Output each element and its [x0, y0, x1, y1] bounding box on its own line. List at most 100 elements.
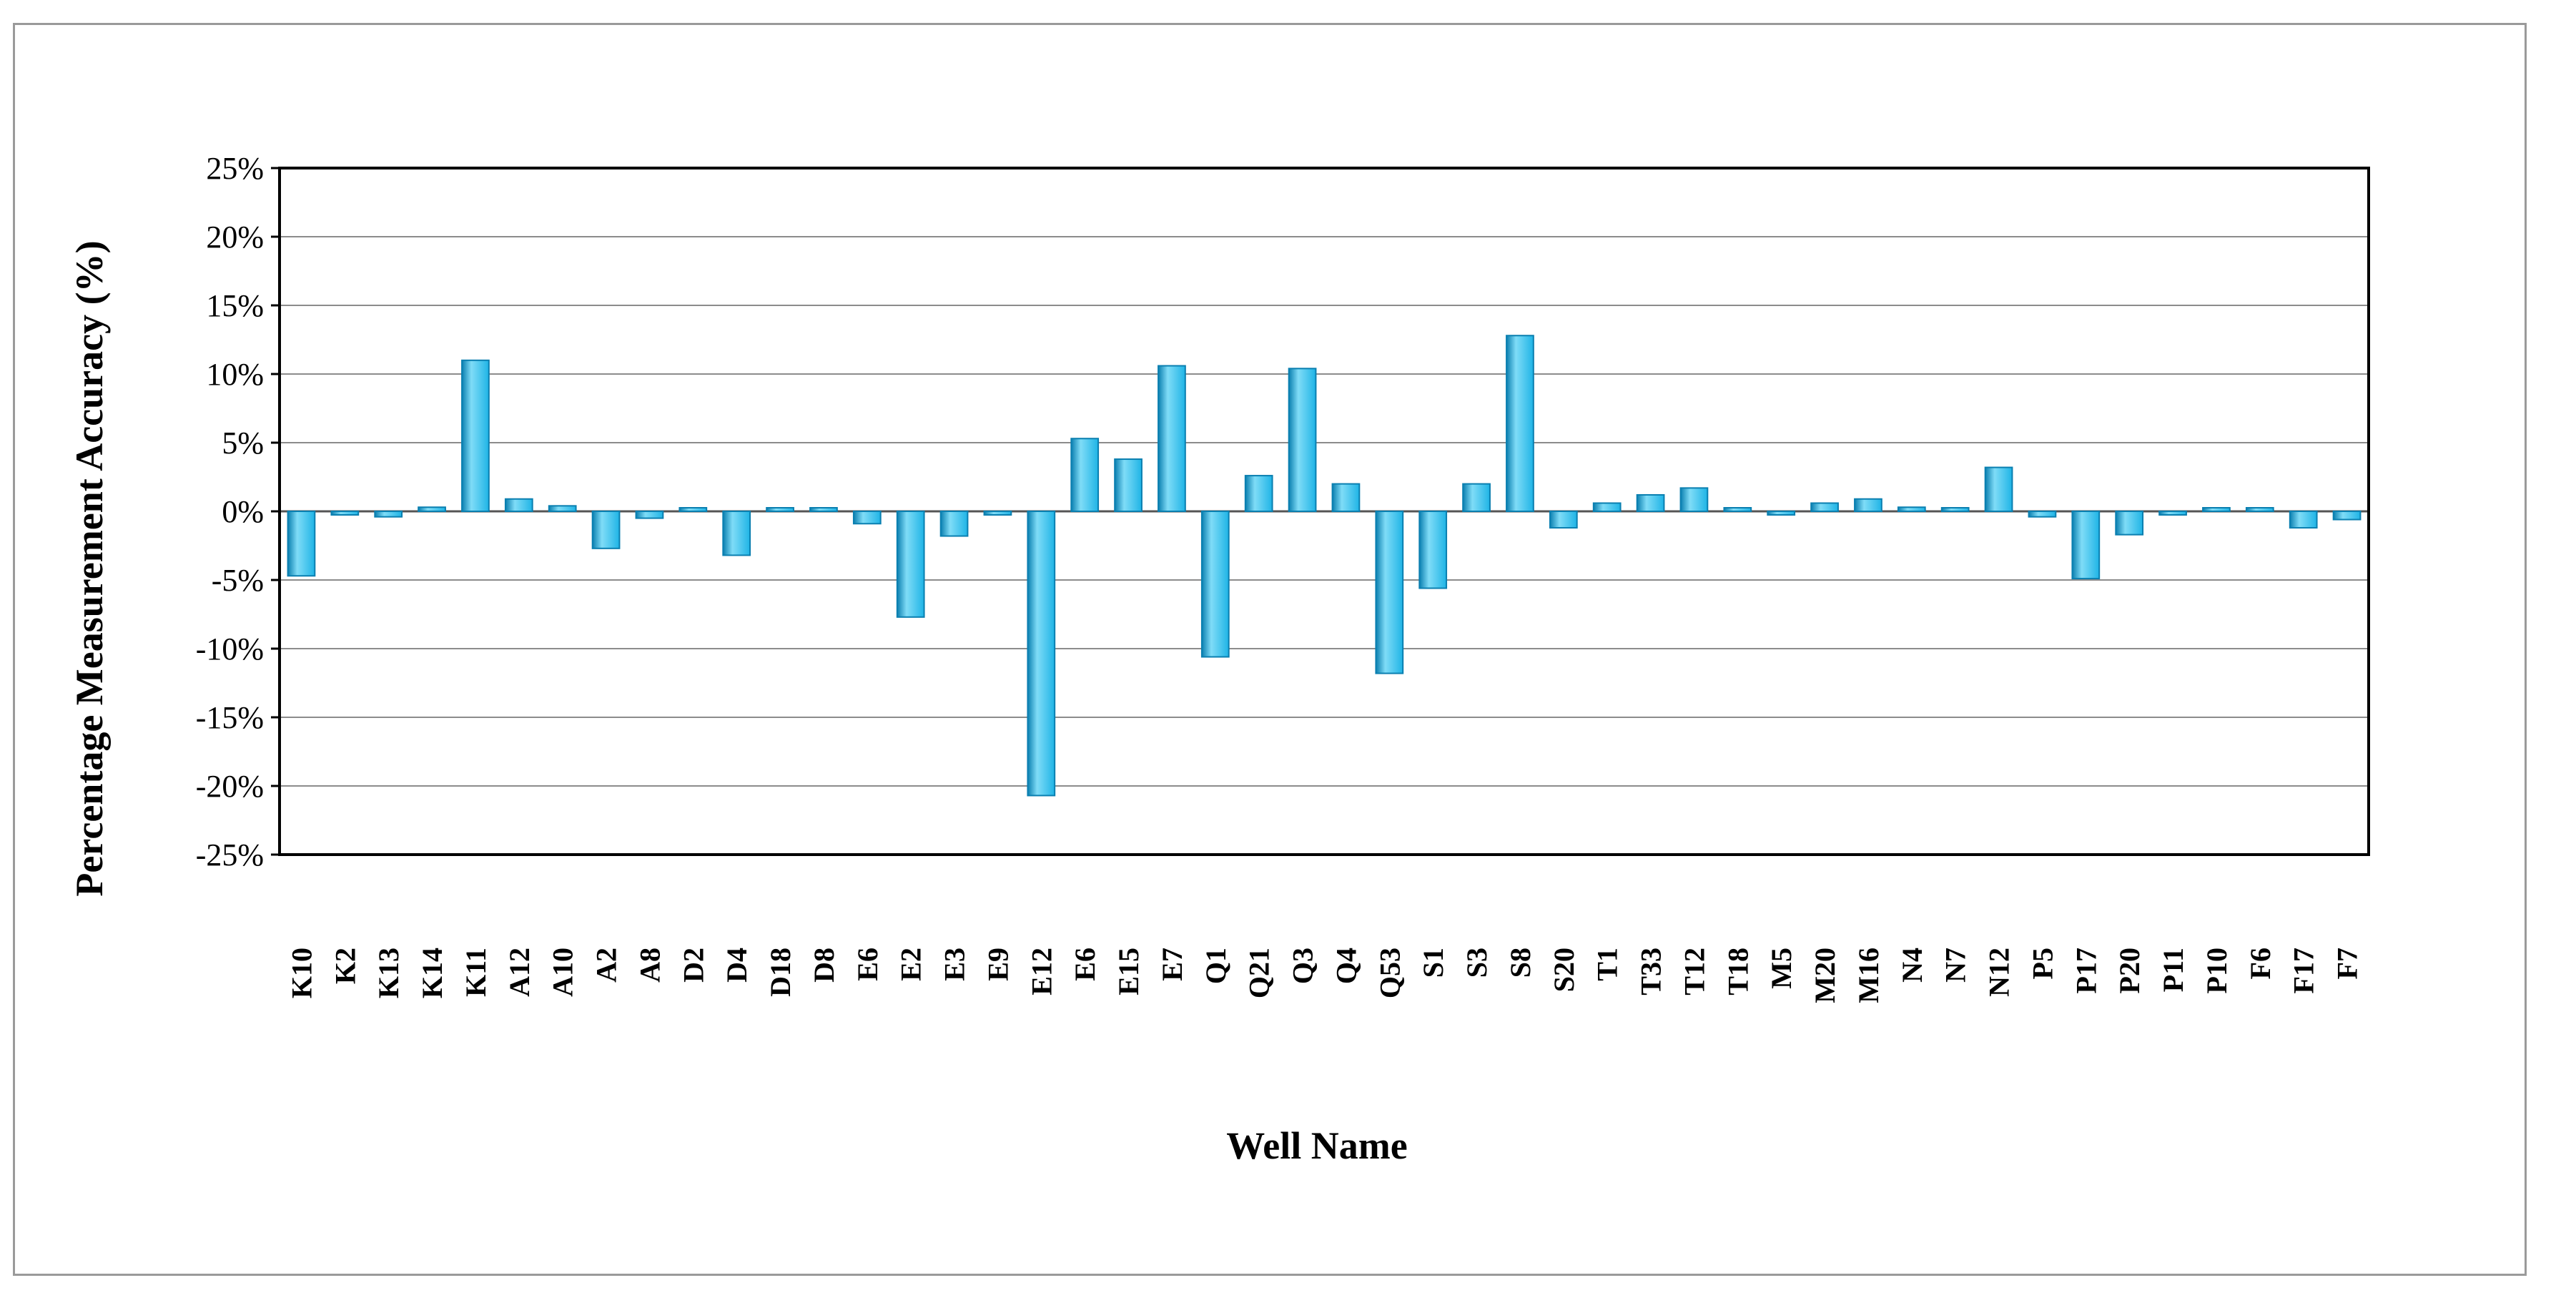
- y-tick-label: -25%: [196, 837, 264, 872]
- bar-e6: [1070, 438, 1100, 512]
- x-axis-title: Well Name: [1226, 1124, 1407, 1167]
- x-tick-label: E6: [852, 948, 884, 981]
- x-tick-label: Q21: [1243, 948, 1275, 998]
- bar-q53: [1375, 511, 1404, 674]
- x-tick-label: P11: [2157, 948, 2189, 992]
- x-tick-label: P20: [2113, 948, 2146, 993]
- bar-a2: [591, 511, 621, 549]
- x-tick-label: M16: [1852, 948, 1885, 1003]
- y-tick-label: 20%: [206, 220, 264, 255]
- bar-n12: [1984, 466, 2013, 512]
- bar-k13: [374, 511, 403, 518]
- bar-d18: [766, 507, 794, 512]
- bar-a12: [504, 498, 533, 512]
- x-tick-label: T12: [1678, 948, 1710, 995]
- bar-s1: [1418, 511, 1448, 589]
- y-tick-label: 5%: [222, 426, 264, 461]
- x-tick-label: N7: [1940, 948, 1972, 983]
- bar-q3: [1288, 368, 1317, 512]
- bars: [287, 335, 2362, 797]
- y-tick-label: 25%: [206, 151, 264, 186]
- y-tick-label: 0%: [222, 494, 264, 529]
- x-tick-label: P5: [2026, 948, 2058, 979]
- bar-e15: [1114, 458, 1143, 512]
- x-tick-label: F7: [2331, 948, 2364, 979]
- bar-k11: [461, 359, 490, 512]
- bar-d2: [678, 507, 708, 512]
- bar-n4: [1897, 506, 1926, 512]
- y-tick-label: -15%: [196, 700, 264, 735]
- x-tick-label: S1: [1417, 948, 1449, 978]
- bar-m5: [1767, 511, 1796, 516]
- y-tick-label: -20%: [196, 769, 264, 804]
- x-tick-label: D18: [764, 948, 796, 997]
- bar-q4: [1331, 483, 1361, 512]
- bar-q1: [1200, 511, 1230, 658]
- x-tick-label: T18: [1722, 948, 1754, 995]
- x-tick-label: S20: [1548, 948, 1580, 992]
- bar-s3: [1462, 483, 1491, 512]
- x-tick-label: K14: [416, 948, 448, 998]
- bar-e12: [1027, 511, 1056, 797]
- bar-f7: [2332, 511, 2362, 521]
- x-tick-label: K11: [460, 948, 492, 997]
- bar-p20: [2115, 511, 2144, 536]
- x-tick-label: F6: [2244, 948, 2276, 979]
- x-tick-label: E15: [1112, 948, 1145, 995]
- bar-s20: [1549, 511, 1578, 529]
- y-axis-ticks: 25% 20% 15% 10% 5% 0% -5% -10% -15% -20% -25%: [196, 151, 280, 872]
- bar-s8: [1506, 335, 1534, 512]
- x-tick-label: M20: [1809, 948, 1841, 1003]
- x-tick-label: D2: [677, 948, 709, 983]
- x-tick-label: K13: [372, 948, 405, 998]
- x-tick-label: A2: [591, 948, 623, 983]
- y-axis-title: Percentage Measurement Accuracy (%): [68, 240, 111, 896]
- x-tick-label: Q3: [1287, 948, 1319, 984]
- x-tick-label: F17: [2288, 948, 2320, 993]
- x-tick-label: Q53: [1373, 948, 1406, 998]
- x-tick-label: E9: [982, 948, 1014, 981]
- bar-e7: [1158, 365, 1186, 513]
- y-tick-label: -10%: [196, 631, 264, 667]
- bar-p11: [2158, 511, 2187, 516]
- x-tick-label: A8: [633, 948, 666, 983]
- x-tick-label: D4: [721, 948, 753, 983]
- bar-chart: 25%20%15%10%5%0%-5%-10%-15%-20%-25% K10 K…: [68, 151, 2370, 1167]
- bar-p5: [2028, 511, 2057, 518]
- bar-e6: [852, 511, 882, 525]
- bar-f17: [2289, 511, 2318, 529]
- chart-frame: 25% 20% 15% 10% 5% 0% -5% -10% -15% -20% -25% K10 K…: [13, 23, 2527, 1276]
- bar-m16: [1854, 498, 1882, 512]
- bar-a10: [548, 505, 577, 513]
- bar-a8: [635, 511, 664, 519]
- bar-t1: [1592, 502, 1622, 512]
- x-tick-label: Q1: [1200, 948, 1232, 984]
- bar-m20: [1810, 502, 1839, 512]
- x-tick-label: T33: [1635, 948, 1667, 995]
- x-tick-label: P10: [2201, 948, 2233, 993]
- x-tick-label: A12: [503, 948, 536, 997]
- x-tick-label: S8: [1504, 948, 1536, 978]
- x-tick-label: D8: [808, 948, 840, 983]
- bar-n7: [1940, 507, 1970, 512]
- bar-f6: [2245, 507, 2274, 512]
- bar-p17: [2071, 511, 2101, 580]
- y-tick-label: 10%: [206, 357, 264, 392]
- bar-k2: [330, 511, 360, 516]
- x-tick-label: E7: [1156, 948, 1188, 981]
- x-tick-label: N4: [1896, 948, 1928, 983]
- bar-t33: [1636, 493, 1665, 513]
- bar-t12: [1679, 487, 1709, 512]
- bar-q21: [1244, 475, 1273, 513]
- x-tick-label: K10: [285, 948, 317, 998]
- bar-p10: [2202, 507, 2231, 512]
- bar-e2: [896, 511, 925, 618]
- x-axis-ticks: K10 K2 K13 K14 K11 A12 A10 A2 A8 D2 D4 D18 D8 E6 E2 E3 E…: [285, 948, 2363, 1003]
- bar-d4: [722, 511, 751, 556]
- x-tick-label: E6: [1069, 948, 1101, 981]
- x-tick-label: E12: [1025, 948, 1057, 995]
- bar-e9: [983, 511, 1012, 516]
- bar-d8: [809, 507, 838, 512]
- bar-e3: [939, 511, 969, 537]
- x-tick-label: P17: [2070, 948, 2102, 993]
